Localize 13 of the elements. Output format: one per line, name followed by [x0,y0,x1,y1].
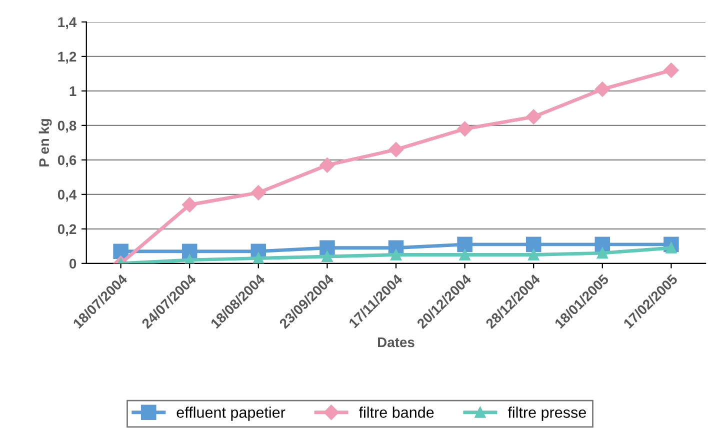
x-axis-title: Dates [378,337,414,348]
legend-label: filtre presse [508,406,586,421]
y-tick-label: 0,2 [58,224,76,236]
legend-label: effluent papetier [176,406,286,421]
legend-label: filtre bande [358,406,434,418]
y-tick-label: 1,4 [58,17,77,30]
y-tick-label: 0,8 [58,120,76,133]
y-tick-label: 1 [70,86,76,96]
y-axis-title: P en kg [38,119,52,166]
y-tick-label: 1,2 [58,52,76,64]
y-tick-label: 0,4 [58,190,77,202]
y-tick-label: 0 [70,258,76,269]
y-tick-label: 0,6 [58,155,76,168]
